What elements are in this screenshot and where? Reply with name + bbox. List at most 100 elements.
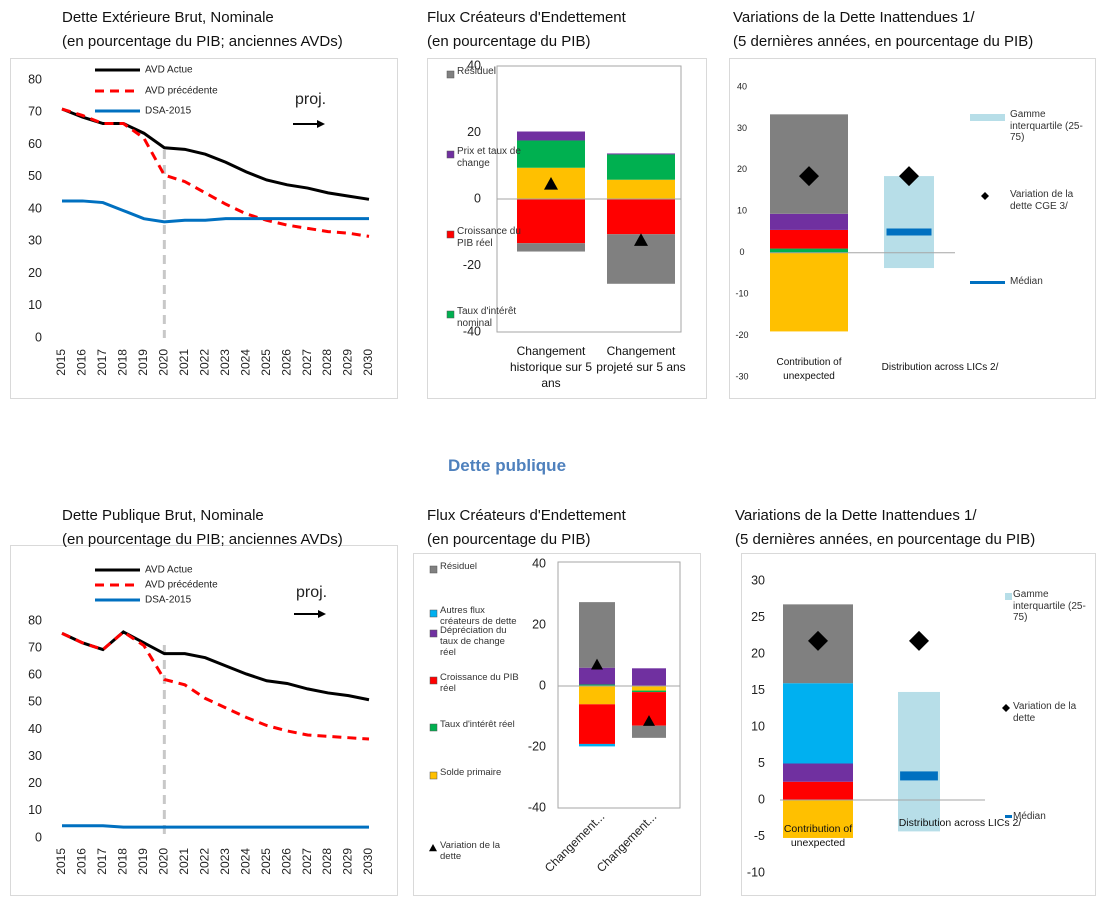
legend-label: AVD précédente [145,580,218,591]
y-tick-label: 10 [751,719,765,733]
x-tick-label: 2020 [157,349,171,376]
bar-segment [770,229,848,249]
y-tick-label: 5 [758,756,765,770]
bar-segment [632,686,666,691]
marker [799,166,819,187]
x-tick-label: 2022 [197,349,211,376]
legend-label: Variation de la dette [1013,701,1077,724]
y-tick-label: -10 [735,289,748,299]
annotation: proj. [295,91,326,108]
y-tick-label: -20 [463,258,481,272]
bar-segment [783,800,853,838]
y-tick-label: 50 [28,695,42,709]
y-tick-label: 80 [28,613,42,627]
y-tick-label: -30 [735,371,748,381]
legend-label: Résiduel [457,66,496,77]
x-tick-label: 2023 [218,349,232,376]
legend-swatch [429,609,438,618]
x-tick-label: 2018 [116,349,130,376]
bar-segment [770,248,848,253]
y-tick-label: 70 [28,105,42,119]
annotation: proj. [296,584,327,601]
chart-subtitle: (en pourcentage du PIB; anciennes AVDs) [62,33,343,50]
legend-swatch [981,192,989,200]
series-line [61,630,370,741]
y-tick-label: 30 [751,573,765,587]
x-tick-label: 2028 [320,349,334,376]
marker [909,630,929,651]
y-tick-label: 70 [28,641,42,655]
chart-frame [427,58,707,399]
x-tick-label: 2019 [136,349,150,376]
y-tick-label: 0 [758,792,765,806]
legend-label: Variation de la dette [440,840,501,862]
bar-segment [517,140,585,168]
y-tick-label: 20 [737,164,747,174]
y-tick-label: 20 [28,266,42,280]
series-line [62,199,369,224]
y-tick-label: 0 [739,247,744,257]
chart-subtitle: (en pourcentage du PIB; anciennes AVDs) [62,531,343,548]
legend-swatch [446,230,455,239]
bar-segment [579,684,615,686]
y-tick-label: -10 [747,865,765,879]
x-tick-label: 2016 [75,349,89,376]
bar-segment [607,179,675,199]
y-tick-label: 0 [35,830,42,844]
chart-frame [413,553,701,896]
y-tick-label: 20 [28,776,42,790]
x-tick-label: 2024 [238,848,252,875]
x-tick-label: 2027 [300,349,314,376]
y-tick-label: -5 [754,829,765,843]
x-tick-label: Distribution across LICs 2/ [881,362,999,373]
y-tick-label: 0 [539,678,546,692]
bar-segment [579,704,615,744]
bar-segment [607,199,675,235]
legend-label: AVD Actue [145,65,193,76]
y-tick-label: 40 [532,556,546,570]
series-line [62,824,369,829]
legend-swatch [970,281,1005,284]
series-line [61,630,370,702]
legend-swatch [1005,593,1012,600]
marker [899,166,919,187]
marker [643,715,655,726]
x-tick-label: 2022 [197,848,211,875]
legend-label: Médian [1013,811,1046,822]
y-tick-label: 30 [737,123,747,133]
bar-segment [579,686,615,705]
series-line [61,107,370,238]
bar-segment [632,690,666,693]
chart-subtitle: (en pourcentage du PIB) [427,531,591,548]
x-tick-label: 2030 [361,349,375,376]
legend-label: Taux d'intérêt nominal [457,306,517,329]
y-tick-label: 15 [751,683,765,697]
bar-segment [770,213,848,230]
legend-swatch [446,150,455,159]
x-tick-label: 2021 [177,848,191,875]
legend-label: Prix et taux de change [457,146,521,169]
x-tick-label: 2027 [300,848,314,875]
chart-title: Dette Extérieure Brut, Nominale [62,9,274,26]
plot-area [557,561,681,809]
legend-label: DSA-2015 [145,595,192,606]
legend-swatch [1002,704,1010,712]
x-tick-label: Changement historique sur 5 ans [509,344,593,391]
chart-frame [729,58,1096,399]
range-bar [884,176,934,269]
legend-swatch [429,565,438,574]
x-tick-label: Contribution of unexpected [776,357,842,382]
legend-label: Taux d'intérêt réel [440,719,515,730]
x-tick-label: 2028 [320,848,334,875]
bar-segment [783,781,853,800]
chart-frame [10,545,398,896]
x-tick-label: 2026 [279,848,293,875]
legend-label: Croissance du PIB réel [457,226,521,249]
y-tick-label: 40 [467,58,481,72]
bar-segment [579,602,615,668]
chart-title: Flux Créateurs d'Endettement [427,9,626,26]
x-tick-label: 2016 [75,848,89,875]
y-tick-label: 10 [28,803,42,817]
legend-swatch [1005,815,1012,818]
